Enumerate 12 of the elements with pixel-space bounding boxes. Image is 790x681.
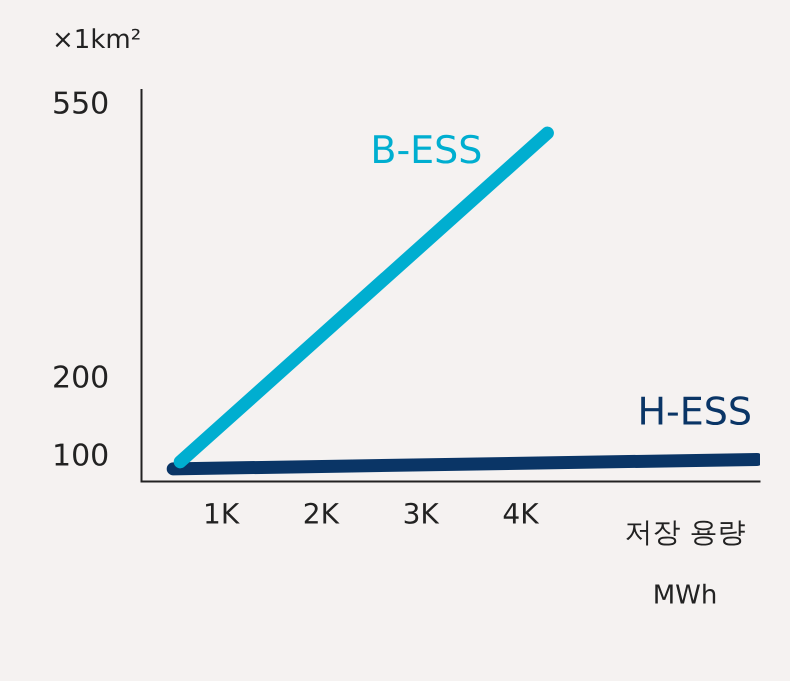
y-tick-label: 100 <box>52 438 110 474</box>
y-tick-label: 550 <box>52 86 110 122</box>
series-label: B-ESS <box>370 128 482 172</box>
text: MWh <box>652 580 718 610</box>
x-tick-label: 1K <box>203 497 240 530</box>
x-tick-label: 3K <box>402 497 440 530</box>
series-label: H-ESS <box>637 389 752 434</box>
x-tick-label: 4K <box>502 497 540 530</box>
y-tick-label: 200 <box>52 360 110 396</box>
x-tick-label: 2K <box>302 497 340 530</box>
x-axis-title: 저장 용량 <box>624 515 746 548</box>
y-axis-title: ×1km² <box>52 25 142 55</box>
